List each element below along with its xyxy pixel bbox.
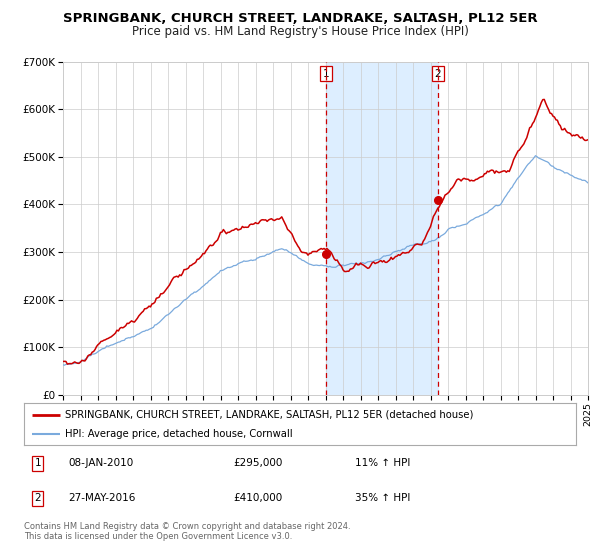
Text: Price paid vs. HM Land Registry's House Price Index (HPI): Price paid vs. HM Land Registry's House … xyxy=(131,25,469,38)
Text: Contains HM Land Registry data © Crown copyright and database right 2024.: Contains HM Land Registry data © Crown c… xyxy=(24,522,350,531)
Text: SPRINGBANK, CHURCH STREET, LANDRAKE, SALTASH, PL12 5ER: SPRINGBANK, CHURCH STREET, LANDRAKE, SAL… xyxy=(62,12,538,25)
Text: 35% ↑ HPI: 35% ↑ HPI xyxy=(355,493,410,503)
Text: This data is licensed under the Open Government Licence v3.0.: This data is licensed under the Open Gov… xyxy=(24,532,292,541)
Text: £295,000: £295,000 xyxy=(234,459,283,468)
Text: 2: 2 xyxy=(434,69,441,79)
Text: HPI: Average price, detached house, Cornwall: HPI: Average price, detached house, Corn… xyxy=(65,430,293,439)
Bar xyxy=(326,62,438,395)
Text: £410,000: £410,000 xyxy=(234,493,283,503)
Text: 2: 2 xyxy=(34,493,41,503)
Text: 27-MAY-2016: 27-MAY-2016 xyxy=(68,493,136,503)
Text: 1: 1 xyxy=(34,459,41,468)
Text: SPRINGBANK, CHURCH STREET, LANDRAKE, SALTASH, PL12 5ER (detached house): SPRINGBANK, CHURCH STREET, LANDRAKE, SAL… xyxy=(65,410,474,420)
Text: 11% ↑ HPI: 11% ↑ HPI xyxy=(355,459,410,468)
Text: 1: 1 xyxy=(323,69,329,79)
Text: 08-JAN-2010: 08-JAN-2010 xyxy=(68,459,133,468)
